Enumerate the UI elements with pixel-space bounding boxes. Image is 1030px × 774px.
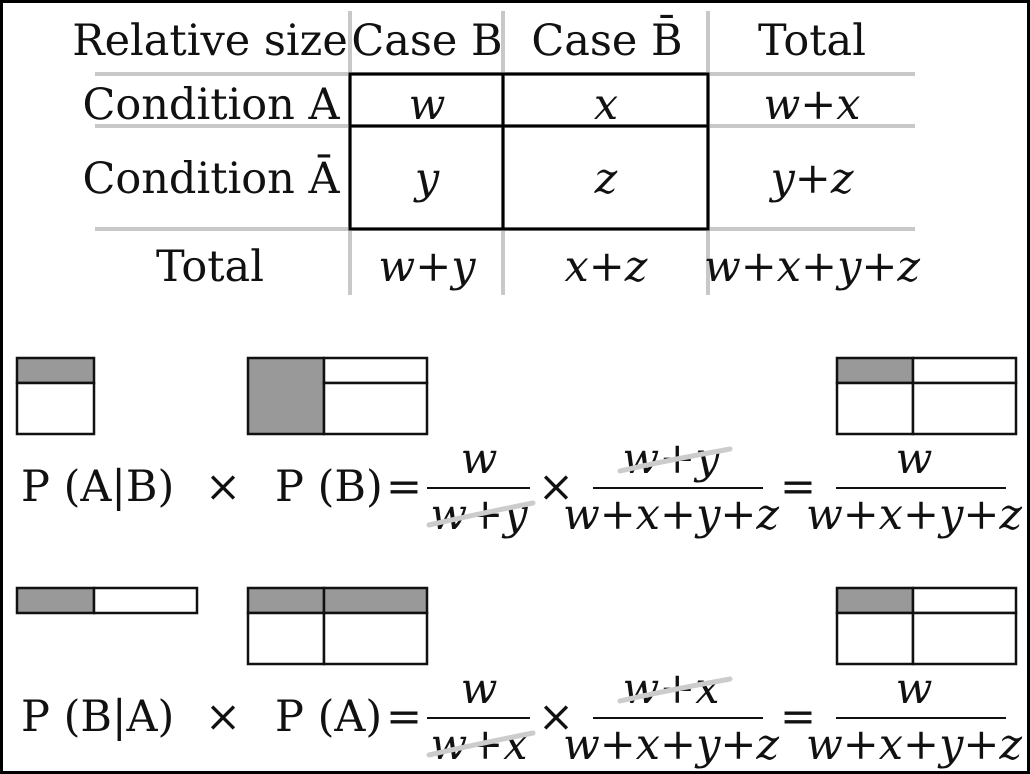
icon-p-b-given-a xyxy=(15,586,199,615)
col-header-case-not-b: Case B̄ xyxy=(531,14,682,66)
eq1-result-den: w+x+y+z xyxy=(806,490,1022,540)
eq1-strike-num xyxy=(617,446,733,474)
eq2-p-b-given-a: P (B|A) xyxy=(21,692,174,742)
col-header-total: Total xyxy=(758,16,866,66)
table-inner-box xyxy=(348,72,710,231)
eq2-result-num: w xyxy=(896,664,933,714)
cell-x-plus-z: x+z xyxy=(565,242,648,292)
eq2-times-2: × xyxy=(538,692,574,742)
eq1-times-1: × xyxy=(205,462,241,512)
cell-w-plus-x: w+x xyxy=(763,80,860,130)
eq2-p-a: P (A) xyxy=(275,692,382,742)
cell-z: z xyxy=(594,154,618,204)
bayes-diagram: Relative size Case B Case B̄ Total Condi… xyxy=(15,11,1022,770)
table-corner-label: Relative size xyxy=(72,16,348,66)
eq2-result-den: w+x+y+z xyxy=(806,720,1022,770)
cell-w: w xyxy=(409,80,446,130)
eq2-strike-den xyxy=(426,730,536,758)
icon-p-b xyxy=(246,356,429,436)
eq1-p-a-given-b: P (A|B) xyxy=(21,462,174,512)
eq1-frac2-den: w+x+y+z xyxy=(563,490,779,540)
eq2-frac1-num: w xyxy=(461,664,498,714)
eq2-times-1: × xyxy=(205,692,241,742)
row-header-condition-a: Condition A xyxy=(82,80,340,130)
col-header-case-b: Case B xyxy=(351,16,502,66)
eq1-result-num: w xyxy=(896,434,933,484)
cell-x: x xyxy=(594,80,618,130)
eq1-p-b: P (B) xyxy=(275,462,383,512)
eq2-strike-num xyxy=(617,676,733,704)
icon-p-a-given-b xyxy=(15,356,96,436)
eq1-equals-2: = xyxy=(780,462,816,512)
icon-result-2 xyxy=(835,586,1018,666)
eq1-strike-den xyxy=(426,500,536,528)
eq2-equals-2: = xyxy=(780,692,816,742)
eq1-times-2: × xyxy=(538,462,574,512)
eq2-equals-1: = xyxy=(386,692,422,742)
cell-grand-total: w+x+y+z xyxy=(704,242,920,292)
row-header-condition-not-a: Condition Ā xyxy=(82,154,340,204)
icon-p-a xyxy=(246,586,429,666)
cell-y-plus-z: y+z xyxy=(769,154,854,204)
eq1-frac1-num: w xyxy=(461,434,498,484)
row-header-total: Total xyxy=(156,242,264,292)
cell-y: y xyxy=(413,154,440,204)
icon-result-1 xyxy=(835,356,1018,436)
eq2-frac2-den: w+x+y+z xyxy=(563,720,779,770)
cell-w-plus-y: w+y xyxy=(378,242,476,292)
eq1-equals-1: = xyxy=(386,462,422,512)
